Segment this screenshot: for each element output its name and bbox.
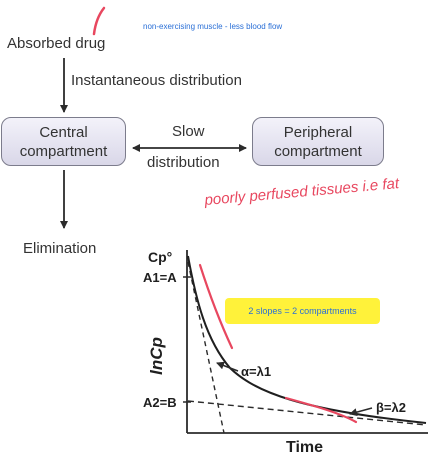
handwritten-note-line1: poorly perfused tissues i.e fat bbox=[203, 175, 401, 209]
concentration-curve bbox=[187, 255, 427, 424]
central-compartment-line2: compartment bbox=[19, 142, 108, 160]
slow-label: Slow bbox=[172, 123, 205, 140]
central-compartment-line1: Central bbox=[39, 123, 88, 141]
alpha-extrapolation-dashed bbox=[187, 261, 225, 434]
peripheral-compartment-line2: compartment bbox=[274, 142, 362, 160]
a1-label: A1=A bbox=[143, 270, 177, 285]
beta-label: β=λ2 bbox=[376, 400, 406, 415]
elimination-label: Elimination bbox=[23, 240, 97, 257]
handwritten-tick-mark bbox=[92, 6, 106, 36]
y-axis-label: lnCp bbox=[147, 337, 166, 375]
annotation-highlight-note: 2 slopes = 2 compartments bbox=[225, 298, 380, 324]
central-compartment-box: Central compartment bbox=[1, 117, 126, 166]
instantaneous-distribution-label: Instantaneous distribution bbox=[71, 72, 242, 89]
distribution-label: distribution bbox=[147, 154, 220, 171]
a2-label: A2=B bbox=[143, 395, 177, 410]
alpha-pointer-arrow bbox=[216, 361, 239, 372]
alpha-label: α=λ1 bbox=[241, 364, 271, 379]
peripheral-compartment-box: Peripheral compartment bbox=[252, 117, 384, 166]
handwritten-alpha-slope bbox=[198, 263, 234, 350]
x-axis-label: Time bbox=[286, 439, 323, 456]
handwritten-beta-slope bbox=[284, 396, 358, 424]
absorbed-drug-label: Absorbed drug bbox=[7, 35, 106, 52]
cp0-label: Cp° bbox=[148, 249, 172, 265]
annotation-blue-note: non-exercising muscle - less blood flow bbox=[143, 22, 283, 31]
beta-pointer-arrow bbox=[349, 407, 373, 417]
peripheral-compartment-line1: Peripheral bbox=[283, 123, 353, 141]
